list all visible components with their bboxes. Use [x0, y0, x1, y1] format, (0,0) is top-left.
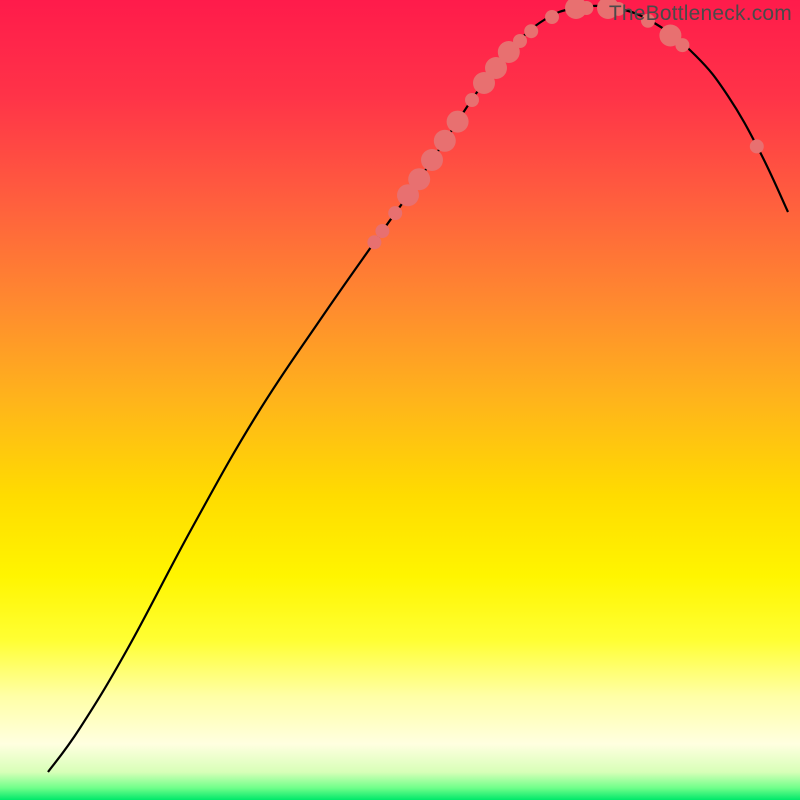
- curve-marker: [388, 206, 402, 220]
- curve-marker: [367, 235, 381, 249]
- curve-marker: [421, 149, 443, 171]
- curve-markers-group: [367, 0, 763, 249]
- curve-marker: [750, 139, 764, 153]
- curve-marker: [675, 38, 689, 52]
- curve-marker: [545, 10, 559, 24]
- curve-marker: [434, 130, 456, 152]
- curve-marker: [447, 111, 469, 133]
- curve-marker: [579, 1, 593, 15]
- curve-marker: [465, 93, 479, 107]
- curve-marker: [524, 24, 538, 38]
- bottleneck-curve-line: [48, 6, 788, 772]
- curve-marker: [375, 224, 389, 238]
- chart-container: TheBottleneck.com: [0, 0, 800, 800]
- bottleneck-curve-chart: [0, 0, 800, 800]
- watermark-text: TheBottleneck.com: [609, 2, 792, 26]
- curve-marker: [513, 34, 527, 48]
- curve-marker: [408, 168, 430, 190]
